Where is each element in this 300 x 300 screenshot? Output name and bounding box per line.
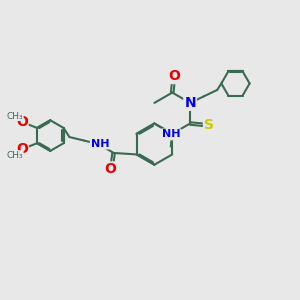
Text: NH: NH: [91, 139, 109, 148]
Text: O: O: [16, 142, 28, 156]
Text: CH₃: CH₃: [7, 151, 23, 160]
Text: O: O: [168, 69, 180, 83]
Text: O: O: [16, 115, 28, 129]
Text: O: O: [104, 162, 116, 176]
Text: N: N: [184, 96, 196, 110]
Text: CH₃: CH₃: [7, 112, 23, 121]
Text: NH: NH: [162, 129, 180, 140]
Text: S: S: [204, 118, 214, 132]
